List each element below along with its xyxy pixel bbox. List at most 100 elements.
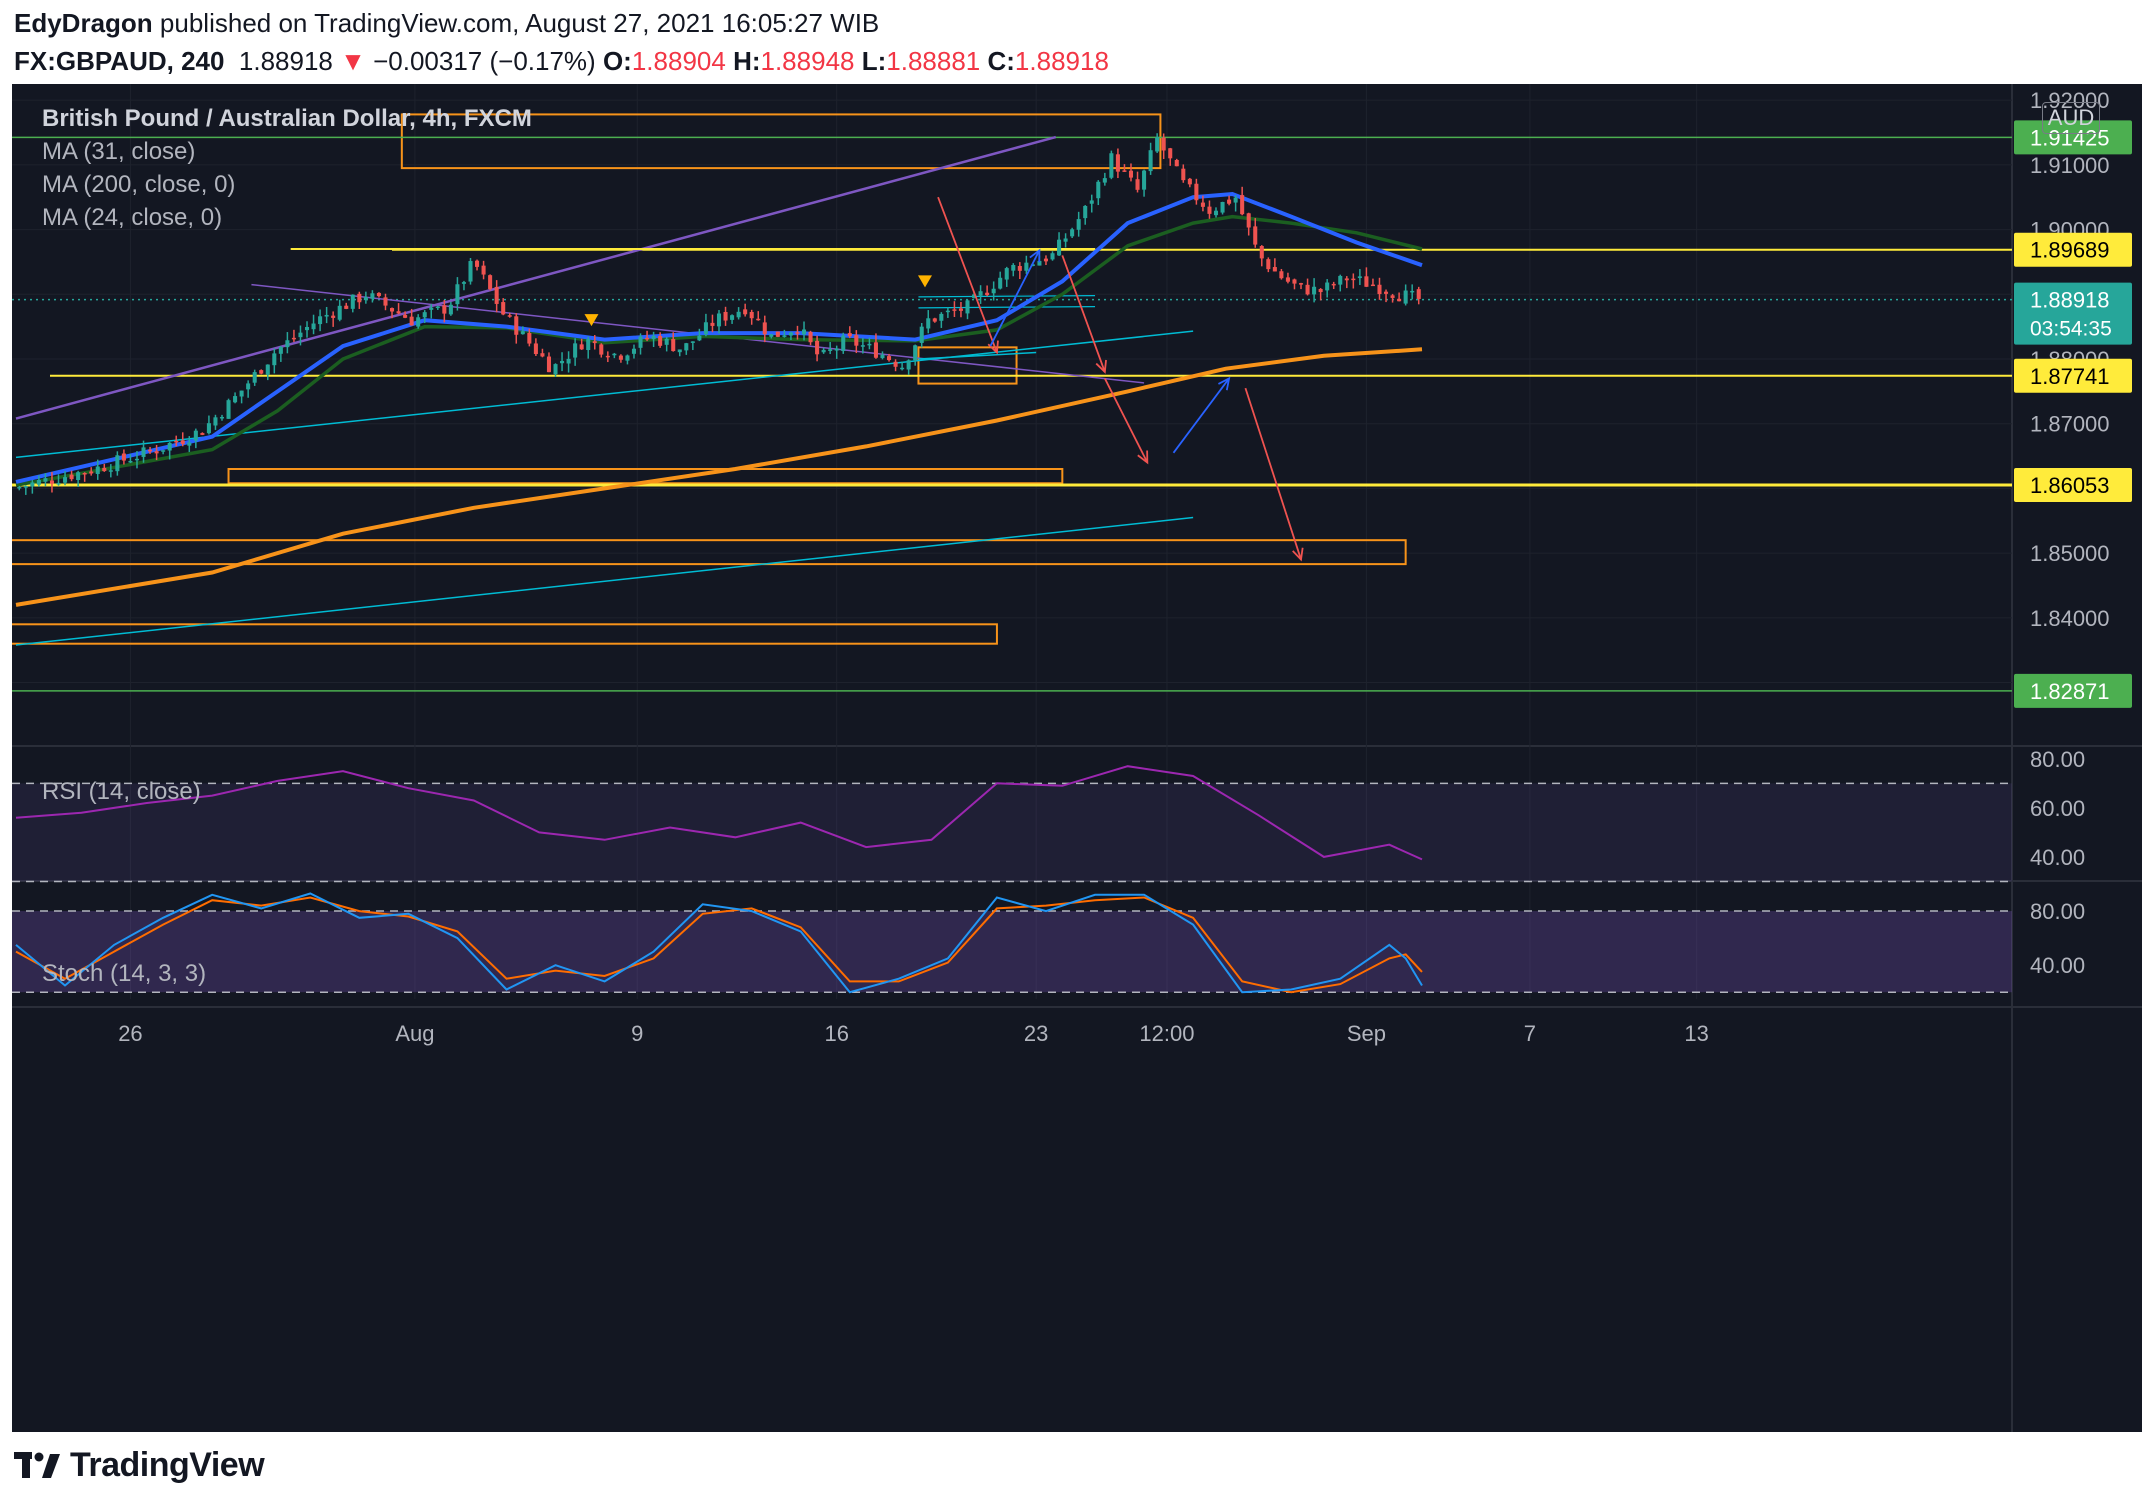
candle-down: [1200, 202, 1205, 207]
candle-up: [867, 343, 872, 346]
legend-ma31[interactable]: MA (31, close): [42, 138, 196, 165]
down-arrow: [1104, 378, 1149, 463]
high-value: 1.88948: [760, 46, 855, 76]
candle-down: [1259, 246, 1264, 259]
time-tick-label: Sep: [1347, 1021, 1386, 1046]
candle-down: [494, 286, 499, 304]
stoch-pane: [12, 892, 2012, 994]
ma24-line: [15, 214, 1423, 487]
candle-up: [900, 367, 905, 370]
annotation-boxes: [0, 113, 1407, 645]
publisher-name[interactable]: EdyDragon: [14, 8, 153, 38]
time-tick-label: 13: [1684, 1021, 1708, 1046]
chart-panel[interactable]: 1.920001.910001.900001.890001.880001.870…: [0, 84, 2142, 1432]
price-axis-badge-label: 1.89689: [2030, 238, 2110, 263]
candle-up: [782, 335, 787, 337]
candle-up: [913, 345, 918, 361]
candle-up: [553, 364, 558, 375]
price-axis-badge-label: 1.82871: [2030, 679, 2110, 704]
candle-down: [357, 293, 362, 303]
candle-up: [690, 341, 695, 343]
price-axis-badge: [2014, 282, 2132, 345]
candle-down: [540, 353, 545, 357]
currency-badge[interactable]: AUD: [2042, 102, 2100, 134]
down-arrow: [1244, 387, 1302, 560]
price-change: −0.00317 (−0.17%): [373, 46, 596, 76]
candle-up: [1357, 276, 1362, 279]
candle-up: [252, 372, 257, 383]
signal-marker-icon: [917, 275, 932, 288]
candle-up: [1063, 238, 1068, 242]
price-axis-badge-label: 1.87741: [2030, 364, 2110, 389]
candle-up: [860, 345, 865, 347]
candle-down: [1305, 284, 1310, 295]
candle-down: [952, 309, 957, 311]
candle-up: [573, 343, 578, 358]
candle-up: [716, 313, 722, 327]
candle-up: [278, 347, 283, 354]
stoch-d-line: [15, 896, 1423, 994]
candle-up: [801, 329, 807, 335]
candle-down: [815, 340, 820, 355]
price-tick-label: 1.85000: [2030, 541, 2110, 566]
candle-up: [1148, 150, 1153, 172]
candle-up: [788, 332, 793, 336]
candle-up: [95, 466, 100, 475]
candle-up: [730, 315, 735, 320]
candle-down: [710, 322, 715, 326]
time-axis[interactable]: 26 Aug 9 16 23 12:00 Sep 7 13: [118, 1021, 1709, 1046]
open-value: 1.88904: [631, 46, 726, 76]
candle-up: [631, 348, 637, 354]
candle-down: [376, 292, 381, 297]
candle-up: [978, 291, 983, 296]
candle-up: [161, 450, 166, 452]
supply-zone-box: [400, 113, 1162, 170]
candle-down: [1416, 289, 1421, 299]
candle-down: [200, 433, 205, 435]
candle-up: [1233, 197, 1238, 203]
candle-up: [318, 316, 323, 325]
candle-up: [1037, 260, 1042, 266]
candle-down: [344, 305, 349, 309]
price-tick-label: 1.92000: [2030, 88, 2110, 113]
legend-ma200[interactable]: MA (200, close, 0): [42, 171, 236, 198]
chart-canvas[interactable]: 1.920001.910001.900001.890001.880001.870…: [0, 84, 2142, 1432]
candle-down: [154, 451, 159, 454]
legend-ma24[interactable]: MA (24, close, 0): [42, 204, 223, 231]
candle-up: [23, 486, 28, 488]
symbol-ohlc-bar: FX:GBPAUD, 240 1.88918 ▼ −0.00317 (−0.17…: [14, 46, 1109, 77]
candle-down: [533, 343, 538, 355]
candle-up: [272, 353, 277, 366]
candles: [17, 133, 1421, 495]
up-arrow: [1172, 377, 1230, 454]
legend-title: British Pound / Australian Dollar, 4h, F…: [42, 105, 532, 132]
stoch-legend[interactable]: Stoch (14, 3, 3): [42, 960, 207, 987]
time-tick-label: 7: [1524, 1021, 1536, 1046]
candle-down: [1187, 178, 1192, 185]
candle-down: [592, 341, 597, 344]
candle-up: [370, 293, 375, 299]
candle-down: [1298, 283, 1304, 285]
candle-up: [1030, 264, 1035, 266]
candle-up: [1050, 253, 1055, 260]
candle-down: [1128, 170, 1134, 178]
channel-line: [918, 351, 1037, 360]
down-arrow: [937, 196, 998, 353]
candle-up: [677, 349, 682, 353]
candle-down: [475, 260, 480, 267]
candle-up: [965, 300, 970, 314]
down-arrow-head: [1095, 359, 1107, 374]
candle-up: [1011, 265, 1016, 271]
down-arrow-icon: ▼: [340, 46, 366, 76]
candle-down: [579, 344, 584, 350]
candle-up: [429, 307, 434, 310]
candle-down: [1194, 183, 1199, 201]
demand-zone-box: [0, 539, 1407, 566]
rsi-legend[interactable]: RSI (14, close): [42, 778, 201, 805]
price-axis[interactable]: 1.920001.910001.900001.890001.880001.870…: [2014, 88, 2132, 978]
candle-down: [887, 356, 892, 361]
candle-down: [1331, 283, 1336, 286]
down-arrow-head: [1137, 450, 1149, 465]
candle-up: [560, 360, 565, 364]
candle-down: [985, 292, 990, 296]
